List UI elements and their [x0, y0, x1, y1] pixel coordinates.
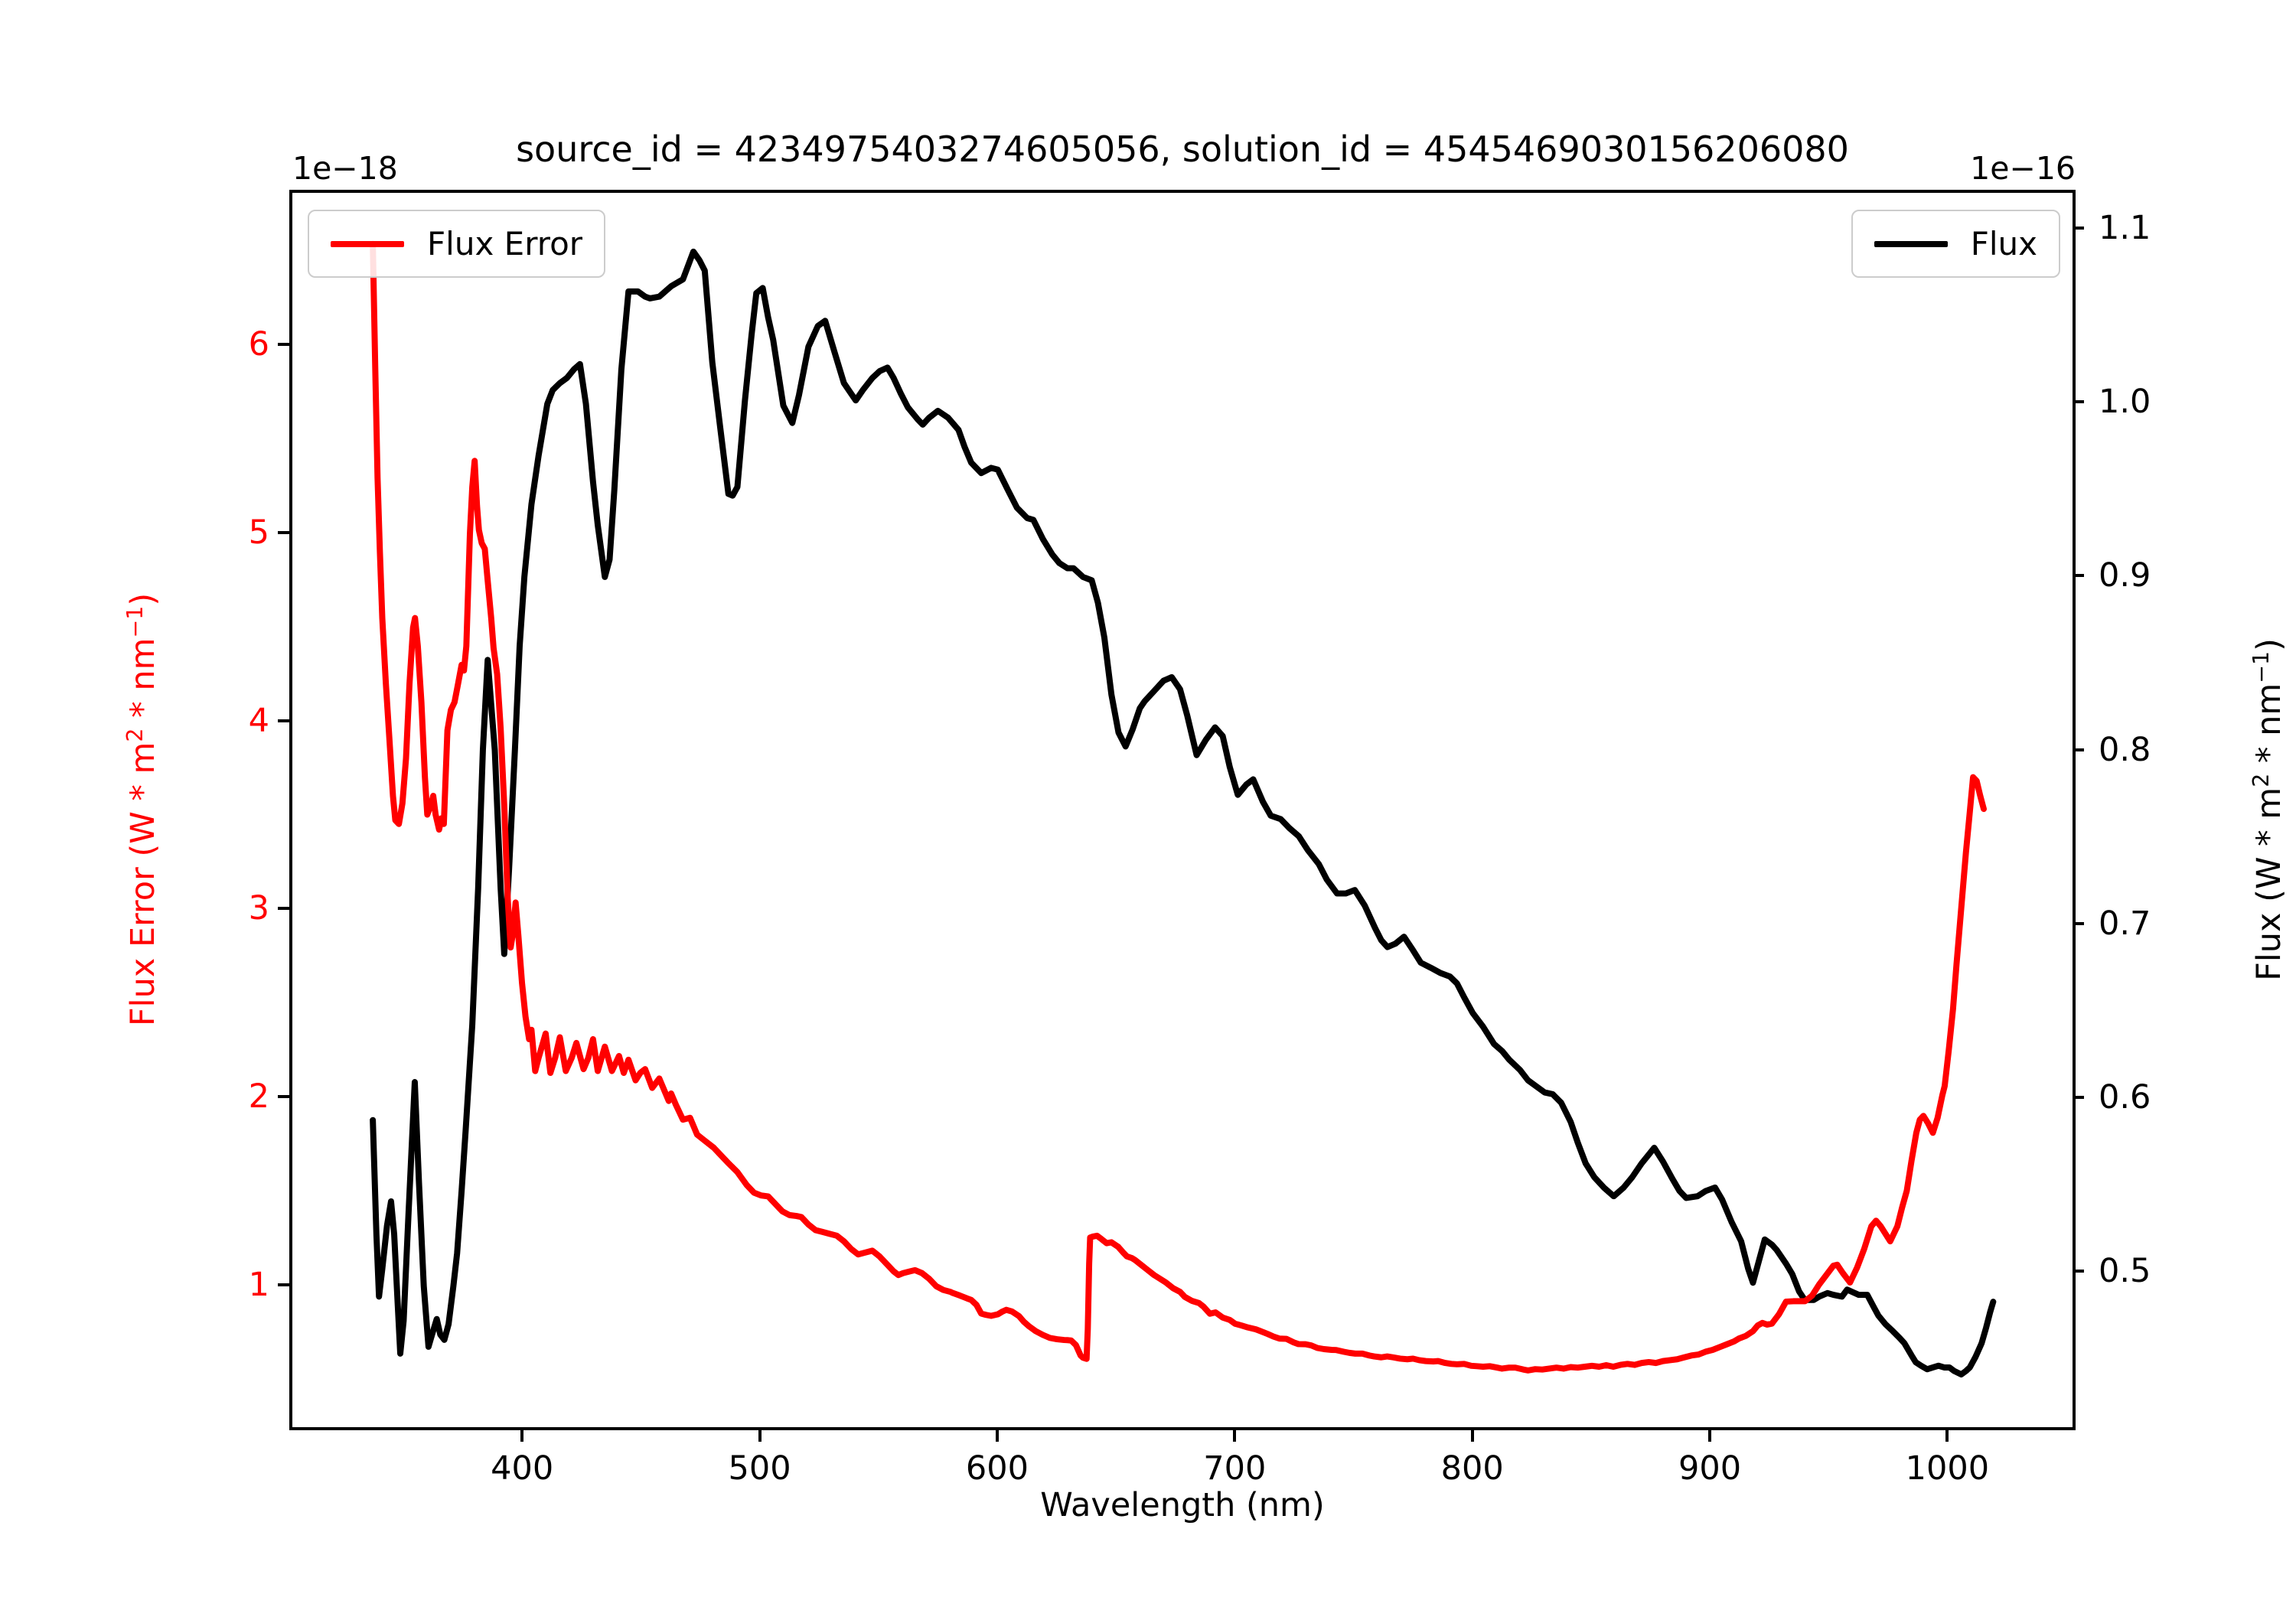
left-tick-mark [278, 1283, 289, 1286]
right-tick-label: 0.6 [2099, 1077, 2151, 1116]
left-axis-label-sup-2: 2 [122, 728, 148, 742]
left-axis-label-text-mid: * nm [124, 637, 163, 729]
left-axis-label-sup-minus1: −1 [122, 605, 148, 638]
x-tick-mark [1470, 1430, 1474, 1442]
x-tick-label: 600 [965, 1449, 1029, 1488]
left-axis-label-text: Flux Error (W * m [124, 742, 163, 1027]
legend-flux-error: Flux Error [308, 210, 606, 278]
flux-legend-label: Flux [1970, 225, 2037, 262]
flux-error-legend-line-icon [331, 240, 404, 247]
flux-legend-line-icon [1874, 240, 1948, 247]
flux-error-legend-label: Flux Error [427, 225, 583, 262]
left-tick-label: 6 [248, 325, 269, 364]
right-tick-label: 1.0 [2099, 383, 2151, 422]
left-tick-label: 5 [248, 513, 269, 552]
right-axis-label-sup-2: 2 [2248, 773, 2274, 787]
left-axis-label-text-end: ) [124, 592, 163, 606]
chart-title: source_id = 4234975403274605056, solutio… [516, 129, 1849, 170]
left-tick-label: 2 [248, 1077, 269, 1116]
right-tick-mark [2073, 226, 2084, 230]
x-tick-label: 500 [728, 1449, 791, 1488]
right-axis-offset-text: 1e−16 [1970, 150, 2076, 187]
x-tick-mark [1708, 1430, 1712, 1442]
x-tick-label: 400 [491, 1449, 554, 1488]
right-tick-mark [2073, 1095, 2084, 1099]
right-tick-label: 1.1 [2099, 208, 2151, 247]
left-axis-label: Flux Error (W * m2 * nm−1) [122, 593, 162, 1026]
flux-error-line [370, 240, 1987, 1374]
right-axis-label-text-end: ) [2250, 638, 2289, 651]
flux-line [370, 248, 1997, 1378]
plot-area: Flux Error Flux [289, 190, 2076, 1430]
left-tick-label: 1 [248, 1266, 269, 1304]
x-tick-label: 700 [1203, 1449, 1267, 1488]
series-canvas [370, 240, 1997, 1378]
x-tick-mark [1945, 1430, 1949, 1442]
x-tick-mark [758, 1430, 762, 1442]
right-tick-label: 0.8 [2099, 730, 2151, 769]
right-tick-mark [2073, 1270, 2084, 1273]
right-tick-mark [2073, 748, 2084, 751]
left-tick-mark [278, 343, 289, 347]
left-tick-mark [278, 1095, 289, 1099]
x-tick-mark [1233, 1430, 1237, 1442]
right-tick-mark [2073, 574, 2084, 578]
right-tick-mark [2073, 400, 2084, 404]
left-tick-mark [278, 530, 289, 534]
x-tick-label: 1000 [1905, 1449, 1990, 1488]
right-axis-label-sup-minus1: −1 [2248, 650, 2274, 683]
left-tick-mark [278, 907, 289, 911]
x-tick-label: 800 [1440, 1449, 1504, 1488]
right-tick-label: 0.5 [2099, 1252, 2151, 1291]
right-axis-label-text-mid: * nm [2250, 683, 2289, 774]
right-tick-label: 0.9 [2099, 556, 2151, 595]
left-axis-offset-text: 1e−18 [292, 150, 398, 187]
left-tick-label: 4 [248, 701, 269, 740]
x-tick-label: 900 [1678, 1449, 1742, 1488]
right-axis-label-text: Flux (W * m [2250, 787, 2289, 981]
right-axis-label: Flux (W * m2 * nm−1) [2249, 638, 2288, 981]
x-tick-mark [995, 1430, 999, 1442]
left-tick-mark [278, 719, 289, 722]
left-tick-label: 3 [248, 889, 269, 928]
legend-flux: Flux [1851, 210, 2060, 278]
x-tick-mark [520, 1430, 524, 1442]
x-axis-label: Wavelength (nm) [1040, 1486, 1325, 1524]
right-tick-mark [2073, 921, 2084, 925]
right-tick-label: 0.7 [2099, 904, 2151, 943]
